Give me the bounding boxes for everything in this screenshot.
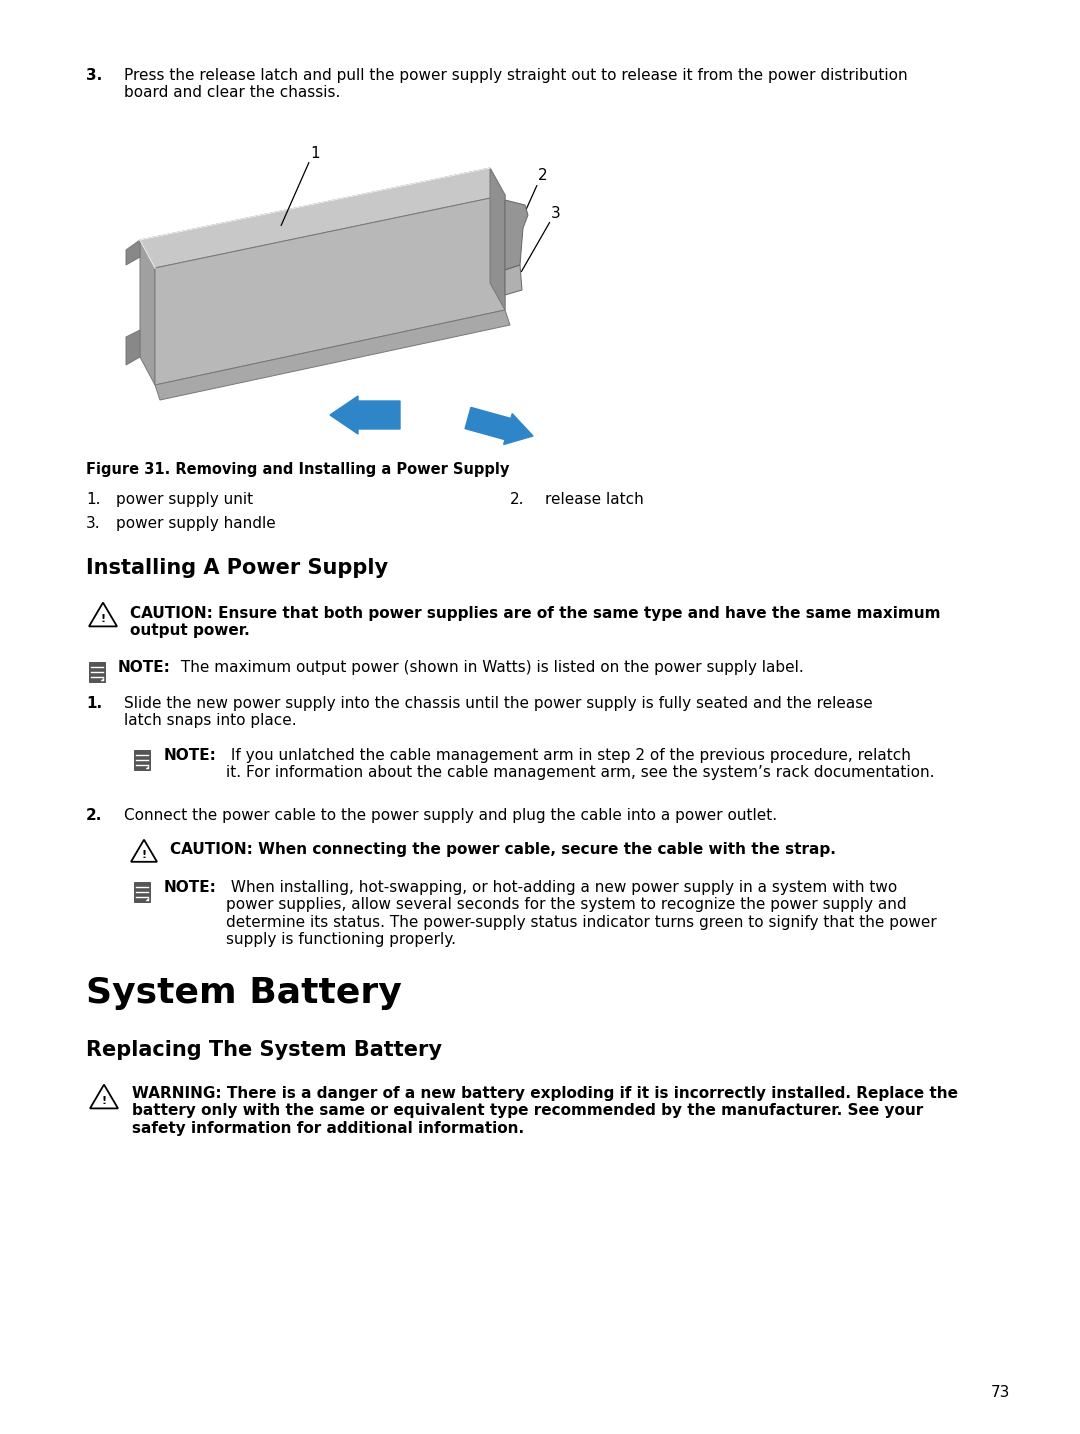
Text: If you unlatched the cable management arm in step 2 of the previous procedure, r: If you unlatched the cable management ar…	[226, 749, 934, 780]
Polygon shape	[146, 898, 149, 901]
Text: 3: 3	[551, 205, 561, 221]
Text: System Battery: System Battery	[86, 977, 402, 1010]
Polygon shape	[140, 168, 505, 268]
Polygon shape	[156, 195, 505, 384]
Text: 1.: 1.	[86, 492, 100, 508]
Text: !: !	[102, 1097, 107, 1107]
Text: NOTE:: NOTE:	[164, 880, 217, 895]
Text: 1: 1	[310, 145, 320, 161]
Text: Slide the new power supply into the chassis until the power supply is fully seat: Slide the new power supply into the chas…	[124, 695, 873, 728]
Text: 3.: 3.	[86, 516, 100, 531]
Bar	[89, 663, 105, 683]
Text: 3.: 3.	[86, 67, 103, 83]
Polygon shape	[102, 678, 104, 681]
Text: 73: 73	[990, 1385, 1010, 1400]
Text: NOTE:: NOTE:	[118, 660, 171, 675]
Text: power supply unit: power supply unit	[116, 492, 253, 508]
Polygon shape	[156, 310, 510, 400]
Text: WARNING: There is a danger of a new battery exploding if it is incorrectly insta: WARNING: There is a danger of a new batt…	[132, 1086, 958, 1136]
Text: power supply handle: power supply handle	[116, 516, 275, 531]
Text: 2.: 2.	[86, 807, 103, 823]
Text: !: !	[100, 614, 106, 624]
Text: The maximum output power (shown in Watts) is listed on the power supply label.: The maximum output power (shown in Watts…	[176, 660, 804, 675]
Text: release latch: release latch	[545, 492, 644, 508]
Bar	[134, 882, 150, 902]
Polygon shape	[140, 239, 156, 384]
Text: When installing, hot-swapping, or hot-adding a new power supply in a system with: When installing, hot-swapping, or hot-ad…	[226, 880, 936, 948]
Bar	[134, 750, 150, 770]
Text: Installing A Power Supply: Installing A Power Supply	[86, 558, 388, 578]
Polygon shape	[126, 330, 140, 366]
Polygon shape	[146, 766, 149, 769]
Text: CAUTION: When connecting the power cable, secure the cable with the strap.: CAUTION: When connecting the power cable…	[170, 842, 836, 858]
Polygon shape	[126, 239, 140, 265]
Polygon shape	[505, 265, 522, 295]
Text: 1.: 1.	[86, 695, 103, 711]
Text: Press the release latch and pull the power supply straight out to release it fro: Press the release latch and pull the pow…	[124, 67, 907, 100]
Text: Connect the power cable to the power supply and plug the cable into a power outl: Connect the power cable to the power sup…	[124, 807, 778, 823]
Polygon shape	[490, 168, 505, 310]
Text: CAUTION: Ensure that both power supplies are of the same type and have the same : CAUTION: Ensure that both power supplies…	[130, 607, 941, 638]
Text: Replacing The System Battery: Replacing The System Battery	[86, 1040, 442, 1060]
FancyArrow shape	[330, 396, 400, 435]
Text: 2: 2	[538, 169, 548, 184]
Text: !: !	[141, 850, 147, 860]
Polygon shape	[505, 199, 528, 270]
Text: 2.: 2.	[510, 492, 525, 508]
FancyArrow shape	[465, 407, 534, 445]
Text: Figure 31. Removing and Installing a Power Supply: Figure 31. Removing and Installing a Pow…	[86, 462, 510, 478]
Text: NOTE:: NOTE:	[164, 749, 217, 763]
